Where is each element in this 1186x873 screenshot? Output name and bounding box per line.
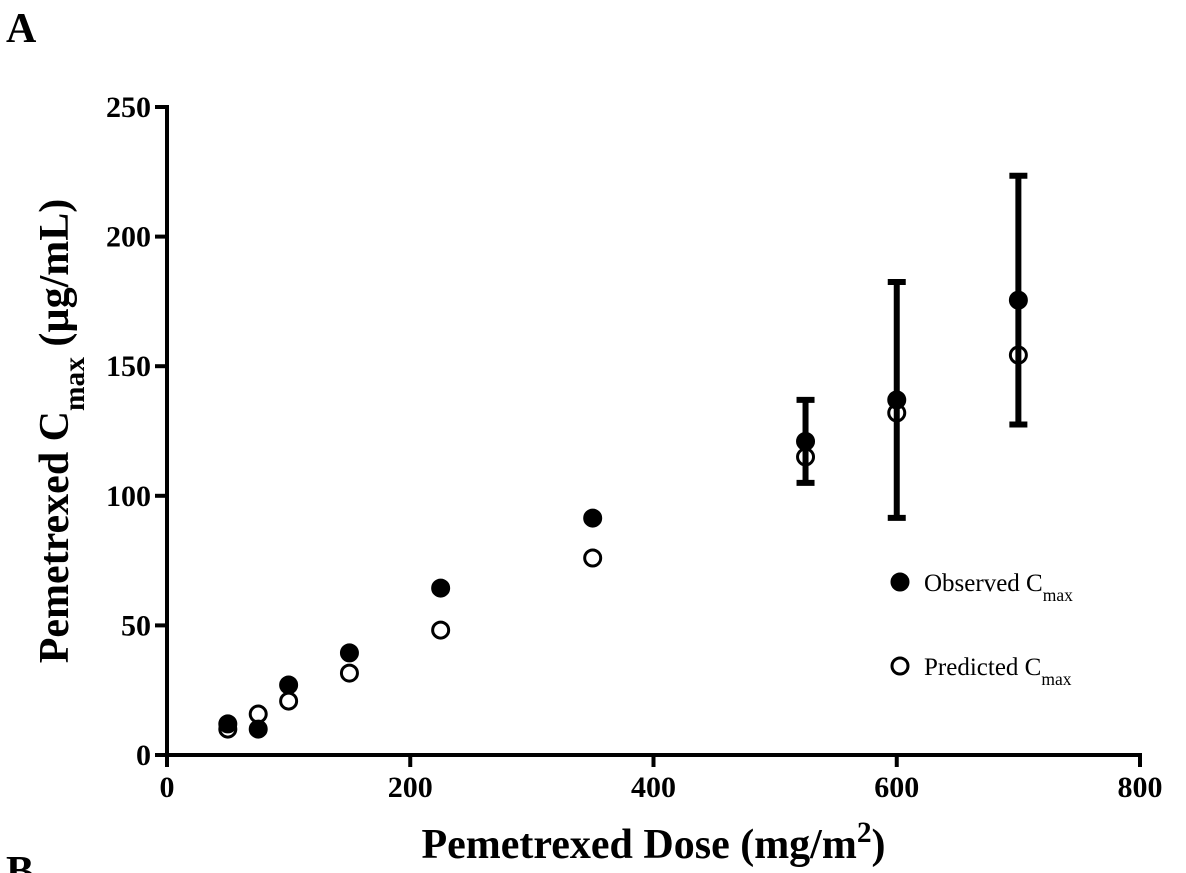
x-axis-label: Pemetrexed Dose (mg/m2) xyxy=(421,817,885,868)
marker xyxy=(796,431,816,451)
y-tick-label: 200 xyxy=(106,221,151,254)
x-tick-label: 200 xyxy=(388,771,433,804)
legend-label: Predicted Cmax xyxy=(924,654,1072,689)
marker xyxy=(339,663,359,683)
y-tick-label: 50 xyxy=(121,609,151,642)
y-tick-label: 0 xyxy=(136,739,151,772)
x-tick-label: 800 xyxy=(1118,771,1163,804)
marker xyxy=(1008,345,1028,365)
marker xyxy=(218,719,238,739)
marker xyxy=(431,578,451,598)
marker xyxy=(796,447,816,467)
marker xyxy=(218,714,238,734)
legend-marker xyxy=(890,572,910,592)
legend-label: Observed Cmax xyxy=(924,570,1073,605)
panel-label: B xyxy=(6,849,34,873)
marker xyxy=(339,643,359,663)
legend-marker xyxy=(890,656,910,676)
text-part: 2 xyxy=(857,817,872,849)
panel-label: A xyxy=(6,6,37,52)
marker xyxy=(1008,290,1028,310)
text-part: max xyxy=(59,357,91,411)
y-tick-label: 250 xyxy=(106,91,151,124)
marker xyxy=(583,508,603,528)
marker xyxy=(887,403,907,423)
y-tick-label: 100 xyxy=(106,480,151,513)
marker xyxy=(887,390,907,410)
marker xyxy=(279,691,299,711)
marker xyxy=(583,548,603,568)
text-part: max xyxy=(1043,585,1073,605)
text-part: ) xyxy=(872,822,886,868)
x-tick-label: 600 xyxy=(874,771,919,804)
y-tick-label: 150 xyxy=(106,350,151,383)
marker xyxy=(279,675,299,695)
x-tick-label: 0 xyxy=(160,771,175,804)
marker xyxy=(248,704,268,724)
text-part: Pemetrexed Dose (mg/m xyxy=(421,822,856,868)
text-part: Observed C xyxy=(924,570,1043,597)
text-part: Pemetrexed C xyxy=(32,411,78,663)
text-part: Predicted C xyxy=(924,654,1041,681)
text-part: max xyxy=(1041,669,1071,689)
marker xyxy=(431,620,451,640)
text-part: (µg/mL) xyxy=(32,199,78,357)
x-tick-label: 400 xyxy=(631,771,676,804)
y-axis-label: Pemetrexed Cmax (µg/mL) xyxy=(32,199,91,664)
